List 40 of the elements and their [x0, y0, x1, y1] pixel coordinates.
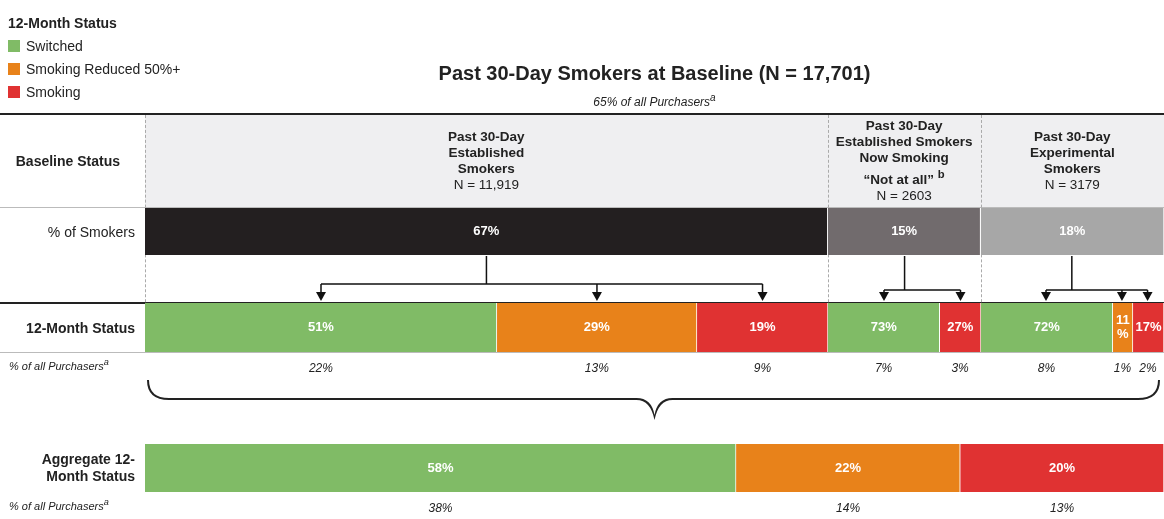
data-label: 58%	[427, 459, 454, 475]
text: Past 30-Day Established Smokers N = 11,919	[447, 129, 526, 193]
data-label: 73%	[870, 319, 898, 335]
data-label: 19%	[749, 319, 776, 335]
legend-label: Switched	[25, 37, 84, 56]
annotation: 14%	[835, 501, 862, 515]
data-label: 27%	[947, 319, 974, 335]
data-label: 72%	[1033, 319, 1060, 335]
annotation: 13%	[1049, 501, 1076, 515]
y-axis-title: Baseline Status	[14, 152, 120, 170]
data-label: 67%	[473, 223, 500, 239]
annotation: 2%	[1139, 361, 1157, 375]
legend-label: Smoking Reduced 50%+	[25, 60, 181, 79]
y-tick-label: Aggregate 12-Month Status	[40, 451, 135, 485]
annotation: 9%	[752, 361, 773, 375]
legend-label: Smoking	[25, 83, 82, 102]
text: 3%	[950, 361, 970, 375]
data-label: 11%	[1115, 312, 1130, 342]
y-tick-label: % of Smokers	[46, 223, 135, 240]
text: 7%	[873, 361, 894, 375]
chart-title: Past 30-Day Smokers at Baseline (N = 17,701)	[438, 62, 871, 84]
data-label: 17%	[1135, 319, 1162, 335]
text: Past 30-Day Experimental Smokers N = 3179	[1028, 129, 1116, 193]
annotation: 38%	[427, 501, 454, 515]
data-label: 18%	[1059, 223, 1086, 239]
text: Past 30-Day Established Smokers Now Smoking “Not at all” $^{b}$ N = 2603	[834, 118, 974, 204]
y-tick-label: 12-Month Status	[25, 319, 135, 336]
x-axis-title: % of all Purchasers$^{a}$	[9, 497, 109, 512]
annotation: 13%	[583, 361, 610, 375]
annotation: 8%	[1036, 361, 1057, 375]
data-label: 22%	[835, 459, 862, 475]
data-label: 20%	[1049, 459, 1076, 475]
annotation: 22%	[307, 361, 334, 375]
chart-subtitle: 65% of all Purchasers$^{a}$	[592, 92, 717, 109]
data-label: 15%	[891, 223, 918, 239]
x-axis-title: % of all Purchasers$^{a}$	[9, 357, 109, 372]
annotation: 1%	[1113, 361, 1132, 375]
data-label: 51%	[307, 319, 335, 335]
legend-title: 12-Month Status	[8, 14, 118, 33]
data-label: 29%	[583, 319, 611, 335]
